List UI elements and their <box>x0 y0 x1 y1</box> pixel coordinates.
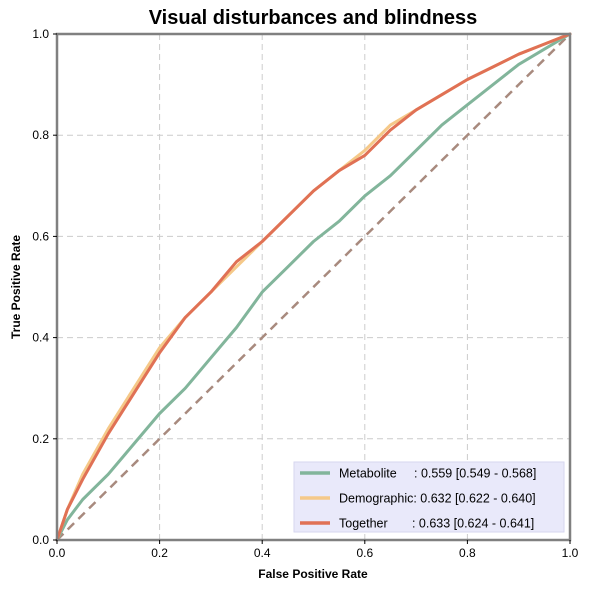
reference-line <box>56 33 571 541</box>
x-axis-ticks: 0.0 0.2 0.4 0.6 0.8 1.0 <box>49 540 579 560</box>
grid-lines <box>57 34 570 540</box>
x-tick-label: 0.8 <box>459 546 476 560</box>
x-tick-label: 0.6 <box>356 546 373 560</box>
y-axis-ticks: 0.0 0.2 0.4 0.6 0.8 1.0 <box>32 27 57 547</box>
y-tick-label: 0.2 <box>32 432 49 446</box>
series-line-together <box>55 32 572 542</box>
series-line-metabolite <box>55 32 572 542</box>
x-axis-label: False Positive Rate <box>258 567 368 581</box>
y-tick-label: 0.8 <box>32 128 49 142</box>
y-tick-label: 1.0 <box>32 27 49 41</box>
x-tick-label: 0.2 <box>151 546 168 560</box>
legend-label-demographic: Demographic: 0.632 [0.622 - 0.640] <box>339 492 536 506</box>
chart-title: Visual disturbances and blindness <box>149 7 478 29</box>
legend-box <box>293 461 565 533</box>
y-tick-label: 0.0 <box>32 533 49 547</box>
y-tick-label: 0.4 <box>32 331 49 345</box>
legend: Metabolite : 0.559 [0.549 - 0.568] Demogr… <box>293 461 565 533</box>
x-tick-label: 0.4 <box>254 546 271 560</box>
legend-label-together: Together : 0.633 [0.624 - 0.641] <box>339 517 534 531</box>
x-tick-label: 0.0 <box>49 546 66 560</box>
x-tick-label: 1.0 <box>562 546 579 560</box>
reference-diagonal <box>56 33 571 541</box>
y-tick-label: 0.6 <box>32 229 49 243</box>
y-axis-label: True Positive Rate <box>9 235 23 339</box>
plot-frame <box>55 32 572 542</box>
legend-label-metabolite: Metabolite : 0.559 [0.549 - 0.568] <box>339 467 536 481</box>
series-lines <box>55 32 572 542</box>
